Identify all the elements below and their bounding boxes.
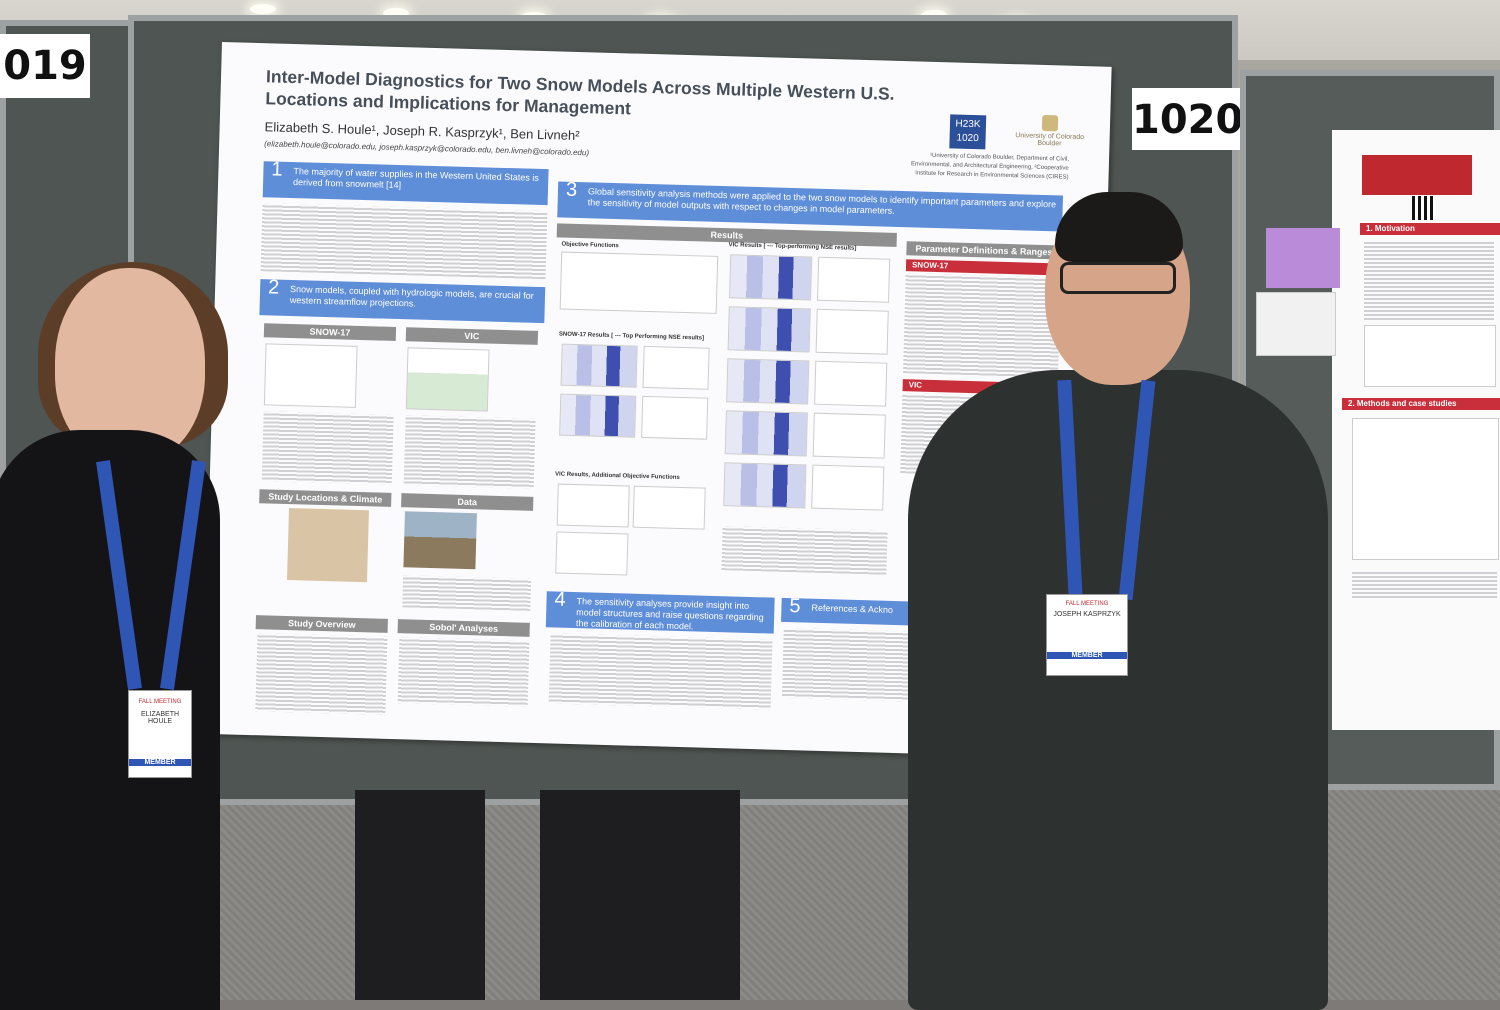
vic-heatmap-5 (723, 462, 807, 509)
section-1-text: The majority of water supplies in the We… (292, 166, 539, 191)
snow17-timeseries-1 (642, 345, 710, 390)
section-5-text: References & Ackno (811, 602, 894, 615)
booth-number-center: 1020 (1132, 88, 1243, 150)
data-heading: Data (401, 493, 534, 511)
section-1-number: 1 (271, 158, 283, 181)
vic-additional-chart-2 (632, 485, 706, 530)
woman-name-badge: FALL MEETING ELIZABETH HOULE MEMBER (128, 690, 192, 778)
section-3-number: 3 (565, 178, 578, 201)
section-4-body (548, 633, 773, 710)
vic-heatmap-2 (727, 306, 811, 353)
badge-member-label: MEMBER (1047, 652, 1127, 659)
vic-body (403, 415, 536, 489)
snow17-body (261, 411, 394, 485)
study-overview-heading: Study Overview (255, 615, 388, 633)
section-4-text: The sensitivity analyses provide insight… (575, 596, 764, 632)
snotel-site-photo (403, 511, 477, 570)
section-5-number: 5 (789, 595, 801, 618)
sobol-body (397, 637, 530, 707)
site-location-map (287, 508, 369, 583)
session-badge: H23K 1020 (949, 114, 987, 150)
section-1-banner: 1 The majority of water supplies in the … (262, 158, 549, 206)
poster-title: Inter-Model Diagnostics for Two Snow Mod… (265, 66, 895, 119)
section-1-body (260, 203, 548, 280)
badge-member-label: MEMBER (129, 759, 191, 766)
snow17-heading: SNOW-17 (263, 323, 397, 341)
eyeglasses-icon (1060, 262, 1176, 294)
booth-number-left: 019 (0, 34, 90, 98)
snow17-results-heading: SNOW-17 Results [ --- Top Performing NSE… (558, 331, 705, 342)
study-locations-heading: Study Locations & Climate (259, 489, 392, 507)
poster-affiliations: ¹University of Colorado Boulder, Departm… (911, 152, 1070, 181)
badge-name: JOSEPH KASPRZYK (1053, 611, 1121, 618)
vic-schematic (405, 347, 490, 412)
man-name-badge: FALL MEETING JOSEPH KASPRZYK MEMBER (1046, 594, 1128, 676)
vic-additional-chart-1 (556, 483, 630, 528)
snow17-schematic (263, 343, 358, 408)
badge-meeting-label: FALL MEETING (1065, 601, 1109, 607)
background-person-legs (540, 790, 740, 1000)
man-gray-sweater (908, 370, 1328, 1010)
objective-functions-heading: Objective Functions (561, 241, 619, 250)
poster-authors: Elizabeth S. Houle¹, Joseph R. Kasprzyk¹… (264, 119, 580, 144)
white-flyer (1256, 292, 1336, 356)
section-3-banner: 3 Global sensitivity analysis methods we… (557, 178, 1064, 232)
ceiling-light (383, 8, 409, 18)
section-2-text: Snow models, coupled with hydrologic mod… (289, 284, 534, 309)
objective-functions-diagram (559, 251, 719, 314)
snow17-heatmap-2 (559, 393, 637, 438)
section-2-number: 2 (267, 276, 280, 299)
right-poster-motivation-text (1364, 240, 1494, 320)
background-person-legs (355, 790, 485, 1000)
param-snow17-table (903, 273, 1061, 378)
vic-heatmap-3 (726, 358, 810, 405)
university-name: University of Colorado Boulder (1015, 132, 1085, 148)
section-4-number: 4 (554, 588, 566, 611)
results-caption (721, 526, 888, 575)
badge-meeting-label: FALL MEETING (138, 699, 182, 705)
right-poster-methods-heading: 2. Methods and case studies (1342, 398, 1500, 410)
data-body (402, 575, 532, 611)
vic-timeseries-3 (814, 360, 888, 407)
vic-timeseries-2 (815, 308, 889, 355)
snow17-heatmap-1 (560, 343, 638, 388)
ceiling-light (250, 4, 276, 14)
qr-code-icon (1412, 196, 1436, 220)
university-logo: University of Colorado Boulder (1009, 114, 1090, 148)
vic-timeseries-5 (811, 464, 885, 511)
study-overview-body (255, 633, 388, 715)
right-poster-motivation-heading: 1. Motivation (1360, 223, 1500, 235)
vic-heading: VIC (405, 327, 539, 345)
right-poster-header-box (1362, 155, 1472, 195)
vic-timeseries-4 (812, 412, 886, 459)
right-poster-methods-diagram (1352, 418, 1499, 560)
vic-timeseries-1 (817, 256, 891, 303)
vic-additional-heading: VIC Results, Additional Objective Functi… (554, 471, 680, 481)
cu-logo-icon (1041, 114, 1059, 132)
sobol-analyses-heading: Sobol' Analyses (397, 619, 530, 637)
man-hair (1055, 192, 1183, 262)
right-poster-bottom-text (1352, 570, 1497, 600)
parameter-definitions-heading: Parameter Definitions & Ranges (906, 241, 1062, 260)
snow17-timeseries-2 (641, 395, 709, 440)
badge-name: ELIZABETH HOULE (140, 711, 180, 725)
section-3-text: Global sensitivity analysis methods were… (587, 186, 1057, 216)
section-2-banner: 2 Snow models, coupled with hydrologic m… (259, 276, 546, 324)
vic-heatmap-1 (729, 254, 813, 301)
right-poster-chart (1364, 325, 1496, 387)
purple-flyer (1266, 228, 1340, 288)
vic-heatmap-4 (724, 410, 808, 457)
right-poster: 1. Motivation 2. Methods and case studie… (1332, 130, 1500, 730)
vic-additional-chart-3 (555, 531, 629, 576)
section-4-banner: 4 The sensitivity analyses provide insig… (545, 588, 775, 634)
